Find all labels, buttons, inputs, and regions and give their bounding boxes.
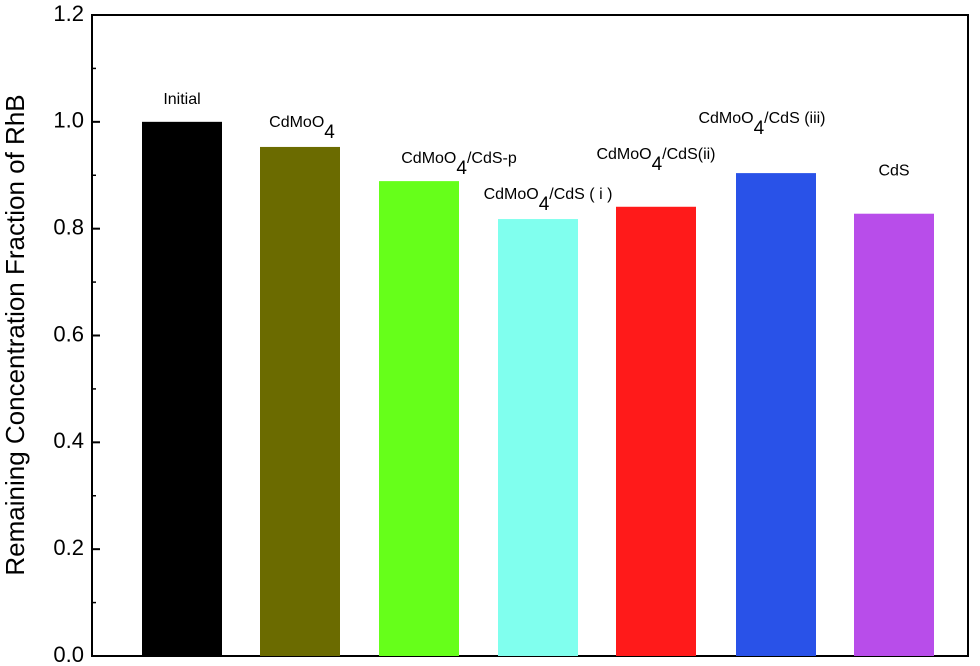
bar-label: CdMoO4/CdS ( i ) <box>484 186 613 215</box>
bar <box>736 173 816 656</box>
y-axis-title: Remaining Concentration Fraction of RhB <box>0 94 30 575</box>
bar-label: CdMoO4/CdS(ii) <box>596 146 715 175</box>
bar <box>379 181 459 656</box>
bar <box>260 146 340 657</box>
bar <box>142 121 222 657</box>
y-tick-label: 0.8 <box>53 214 84 239</box>
y-tick-label: 1.0 <box>53 108 84 133</box>
bar <box>854 213 934 656</box>
bar-label: CdMoO4 <box>269 114 335 143</box>
y-tick-label: 0.0 <box>53 642 84 666</box>
y-tick-label: 0.6 <box>53 321 84 346</box>
bar-label: CdS <box>878 163 909 180</box>
bar <box>498 219 578 656</box>
bar-label: Initial <box>163 91 200 108</box>
y-tick-label: 0.4 <box>53 428 84 453</box>
bar-label: CdMoO4/CdS-p <box>401 150 517 179</box>
bar-label: CdMoO4/CdS (iii) <box>698 110 825 139</box>
y-tick-label: 1.2 <box>53 1 84 26</box>
bar <box>616 206 696 656</box>
y-tick-label: 0.2 <box>53 535 84 560</box>
